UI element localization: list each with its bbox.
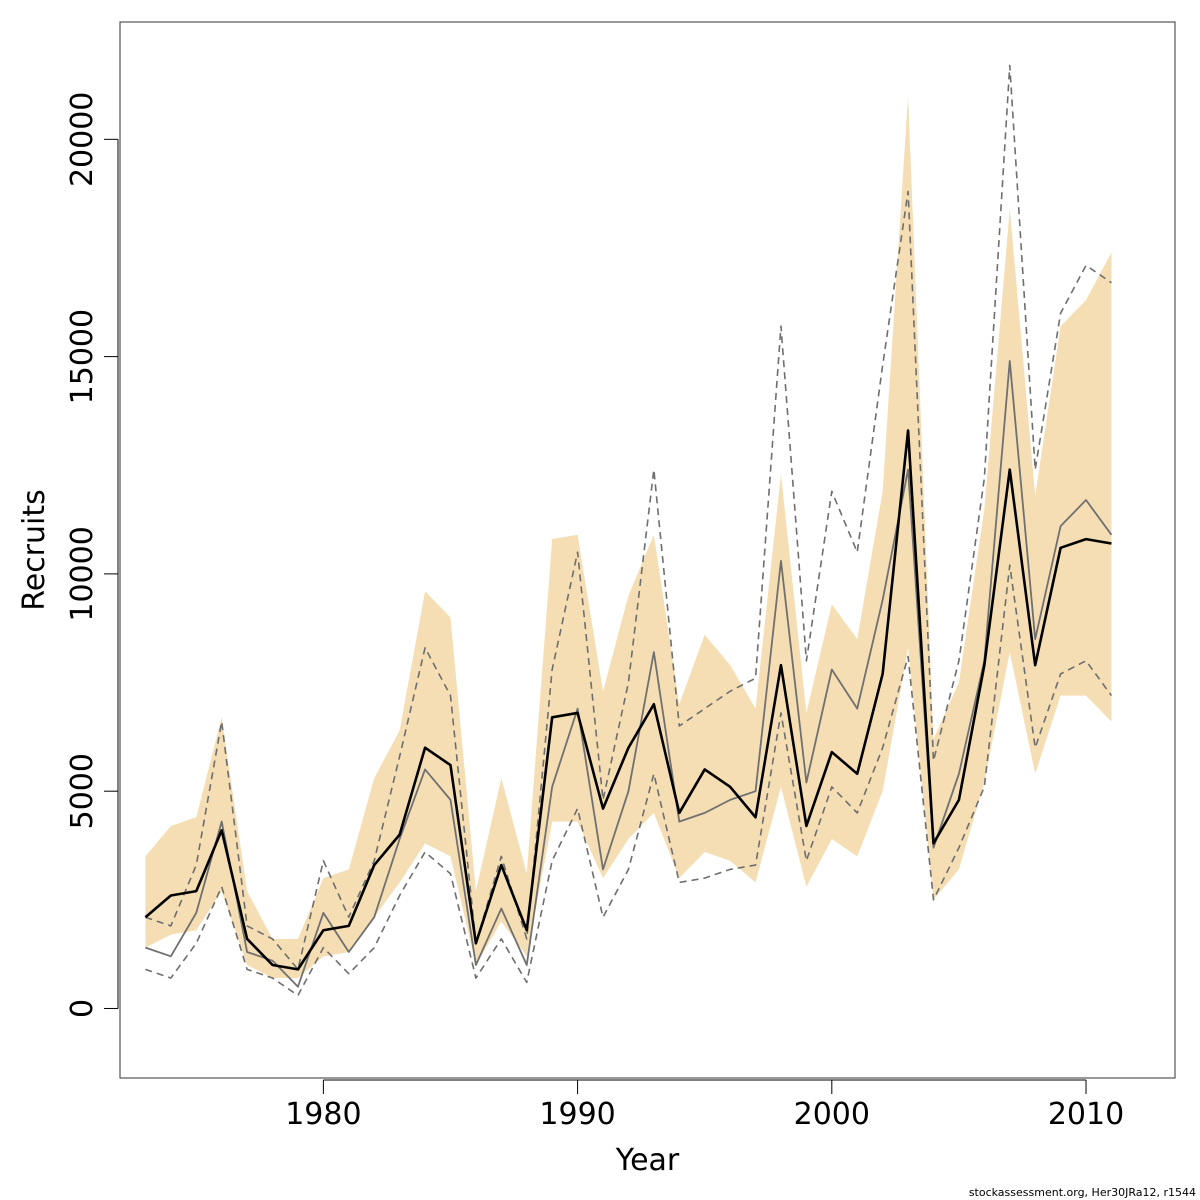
estimate-polyline	[144, 429, 1112, 971]
estimate-line	[144, 429, 1112, 971]
x-axis-label: Year	[615, 1143, 680, 1178]
y-tick-label: 5000	[65, 753, 100, 829]
alt-upper-bound-line	[145, 64, 1112, 971]
y-axis-label: Recruits	[17, 489, 52, 611]
y-tick-label: 20000	[65, 92, 100, 187]
x-axis: 1980 1990 2000 2010	[285, 1079, 1124, 1132]
plot-frame	[119, 21, 1176, 1079]
y-tick-label: 10000	[65, 526, 100, 621]
alt-estimate-line	[145, 360, 1113, 988]
alt-estimate-polyline	[145, 360, 1113, 988]
credit-text: stockassessment.org, Her30JRa12, r1544	[969, 1186, 1196, 1199]
x-tick-label: 2000	[794, 1097, 870, 1132]
x-tick-label: 1990	[539, 1097, 615, 1132]
y-axis: 0 5000 10000 15000 20000	[65, 92, 119, 1018]
alt-bounds-lines	[145, 64, 1113, 997]
band-polygon	[145, 95, 1112, 979]
x-tick-label: 2010	[1048, 1097, 1124, 1132]
y-tick-label: 15000	[65, 309, 100, 404]
x-tick-label: 1980	[285, 1097, 361, 1132]
confidence-band	[145, 95, 1112, 979]
y-tick-label: 0	[65, 999, 100, 1018]
alt-lower-bound-line	[145, 564, 1113, 997]
